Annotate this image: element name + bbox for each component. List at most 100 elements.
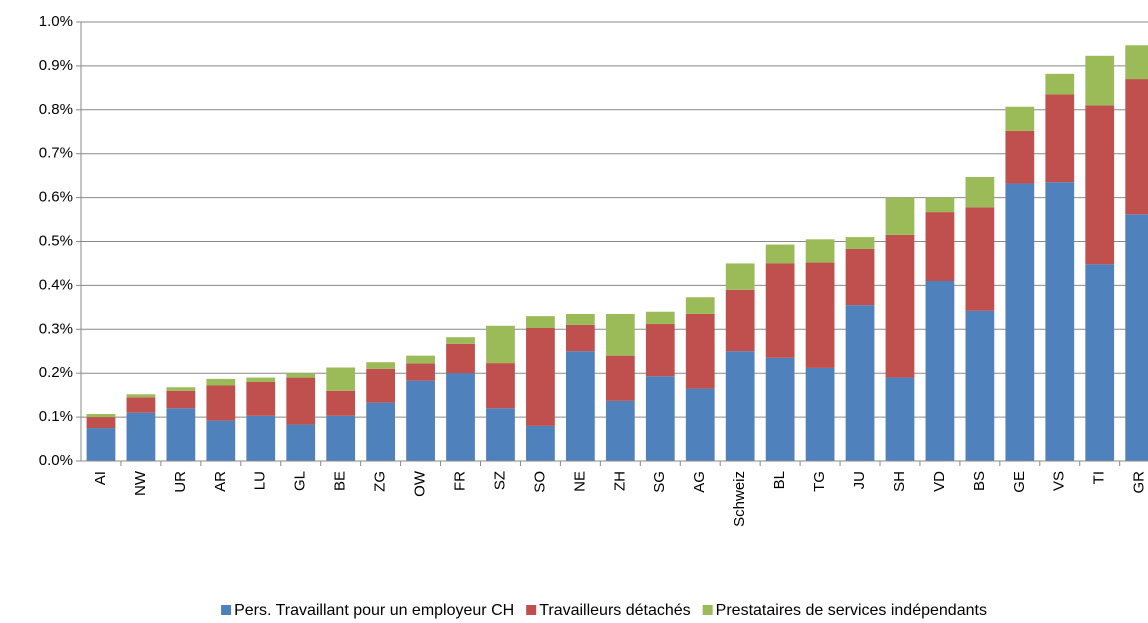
bar-segment (246, 415, 276, 461)
bar-segment (286, 373, 316, 378)
bar-segment (486, 363, 515, 409)
bar-segment (446, 337, 475, 344)
legend-label: Prestataires de services indépendants (716, 602, 987, 619)
bar-segment (605, 313, 635, 356)
bar-segment (565, 313, 595, 325)
x-tick-label: GR (1131, 471, 1148, 494)
y-tick-label: 0.7% (39, 145, 73, 162)
bar-segment (1125, 79, 1148, 215)
bar-segment (885, 197, 915, 235)
bar-segment (326, 367, 356, 391)
bar-segment (685, 313, 715, 389)
legend: Pers. Travaillant pour un employeur CH Tr… (221, 602, 987, 619)
bar-segment (366, 368, 396, 403)
bar-segment (406, 380, 435, 461)
bar-segment (526, 425, 555, 461)
bar-segment (86, 414, 116, 418)
y-tick-label: 0.9% (39, 57, 73, 74)
bar-segment (1005, 106, 1035, 131)
x-tick-label: LU (252, 471, 269, 490)
bar-segment (366, 362, 396, 369)
x-tick-label: NE (571, 471, 588, 492)
bar-segment (1005, 130, 1035, 184)
bar-segment (286, 424, 316, 461)
bar-segment (645, 311, 675, 325)
bar-segment (406, 363, 435, 381)
y-tick-label: 0.3% (39, 320, 73, 337)
x-tick-label: AG (691, 471, 708, 493)
bar-segment (805, 239, 835, 263)
bar-segment (326, 390, 356, 416)
bar-segment (126, 394, 156, 398)
bar-segment (1125, 45, 1148, 80)
bar-segment (1045, 94, 1075, 183)
bar-segment (645, 324, 675, 377)
bar-segment (805, 262, 835, 368)
bar-segment (765, 244, 795, 264)
x-tick-label: VS (1051, 471, 1068, 491)
bar-segment (286, 377, 316, 425)
bar-segment (1045, 182, 1075, 462)
x-tick-label: FR (451, 471, 468, 491)
bar-segment (805, 367, 835, 461)
x-tick-label: JU (851, 471, 868, 489)
bar-segment (565, 351, 595, 461)
bar-segment (605, 355, 635, 401)
x-tick-label: SZ (491, 471, 508, 490)
bar-segment (246, 377, 276, 382)
x-tick-label: BS (971, 471, 988, 491)
bar-segment (1045, 73, 1075, 95)
bar-segment (486, 408, 515, 461)
bar-segment (526, 327, 555, 426)
bar-segment (725, 289, 755, 352)
bar-segment (965, 310, 995, 461)
x-tick-label: SO (531, 471, 548, 493)
legend-label: Pers. Travaillant pour un employeur CH (234, 602, 514, 619)
y-tick-label: 0.6% (39, 189, 73, 206)
bar-segment (86, 428, 116, 461)
bar-segment (1125, 214, 1148, 461)
bar-segment (925, 212, 955, 282)
x-tick-label: GL (292, 471, 309, 491)
bar-segment (126, 397, 156, 413)
x-tick-label: UR (172, 471, 189, 493)
bar-segment (206, 378, 236, 386)
bar-segment (126, 412, 156, 461)
bar-segment (645, 376, 675, 461)
x-tick-label: AR (212, 471, 229, 492)
bar-segment (206, 385, 236, 421)
x-tick-label: BL (771, 471, 788, 489)
bar-segment (326, 415, 356, 461)
bar-segment (845, 248, 875, 306)
x-tick-label: TG (811, 471, 828, 492)
x-tick-label: Schweiz (731, 471, 748, 527)
bar-segment (845, 305, 875, 461)
bar-segment (1005, 183, 1035, 461)
bar-segment (206, 420, 236, 461)
bar-segment (1085, 264, 1115, 461)
bar-segment (845, 237, 875, 249)
bar-segment (366, 402, 396, 461)
x-tick-label: GE (1011, 471, 1028, 493)
bar-segment (885, 377, 915, 461)
y-tick-label: 0.5% (39, 232, 73, 249)
bar-segment (166, 387, 196, 391)
y-tick-label: 0.8% (39, 101, 73, 118)
x-tick-label: VD (931, 471, 948, 492)
bar-segment (965, 207, 995, 311)
bar-segment (685, 297, 715, 314)
bar-segment (725, 351, 755, 461)
x-tick-label: SG (651, 471, 668, 493)
bar-segment (246, 381, 276, 416)
x-tick-label: TI (1091, 471, 1108, 484)
x-tick-label: ZG (372, 471, 389, 492)
bar-segment (685, 388, 715, 461)
bar-segment (605, 400, 635, 461)
y-tick-label: 0.4% (39, 276, 73, 293)
bar-segment (765, 263, 795, 358)
bar-segment (925, 197, 955, 213)
bar-segment (1085, 105, 1115, 265)
legend-swatch (702, 605, 713, 615)
legend-label: Travailleurs détachés (539, 602, 690, 619)
